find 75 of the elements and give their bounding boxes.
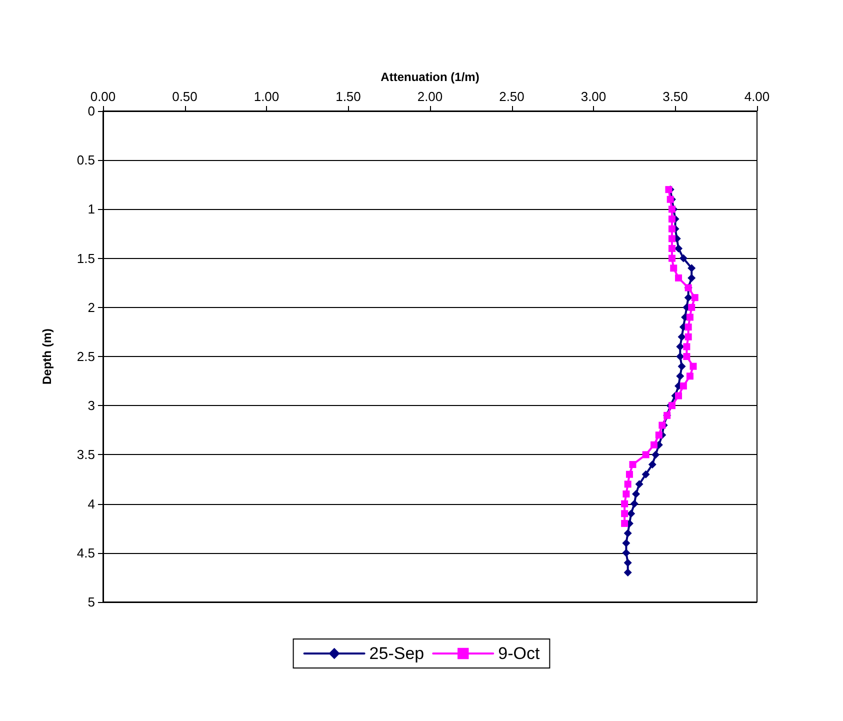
x-tick-label: 2.00 [417,89,443,104]
point [622,548,630,557]
point [630,500,638,508]
point [684,324,692,331]
point [688,264,696,272]
point [668,254,676,262]
point [650,441,658,448]
point [624,480,632,488]
point [627,510,636,518]
y-tick-label: 1.5 [76,250,95,266]
y-tick-label: 2 [88,300,95,315]
point [679,254,688,262]
point [626,470,633,478]
point [684,294,692,302]
point [621,520,628,527]
point [678,332,686,341]
point [688,274,696,282]
y-tick-label: 3.5 [76,447,95,462]
point [684,333,692,340]
legend-label: 25-Sep [369,644,424,663]
point [675,274,682,282]
x-axis-title: Attenuation (1/m) [380,70,480,84]
point [691,294,698,302]
x-tick-label: 1.50 [336,89,361,104]
y-tick-label: 1 [88,202,95,217]
point [622,490,630,498]
point [635,480,644,488]
point [668,235,676,242]
legend-label: 9-Oct [498,644,540,663]
point [674,244,683,252]
y-tick-label: 5 [88,594,95,610]
y-tick-label: 4.5 [76,545,95,560]
y-tick-label: 0 [88,104,95,118]
y-tick-label: 2.5 [76,349,95,364]
point [676,342,684,351]
point [668,206,676,213]
x-tick-label: 0.50 [172,89,198,104]
point [678,362,686,370]
y-axis-title: Depth (m) [40,328,54,384]
point [632,490,640,498]
point [621,500,628,508]
point [624,568,632,577]
point [688,304,696,311]
point [686,314,694,321]
y-tick-label: 0.5 [76,152,95,168]
point [676,352,684,360]
point [683,343,690,350]
point [642,451,650,458]
point [680,382,687,390]
point [655,432,662,439]
y-tick-label: 4 [88,496,95,512]
x-tick-label: 0.00 [90,89,116,104]
point [642,470,650,478]
point [670,264,678,272]
point [622,539,630,548]
point [686,372,694,380]
x-tick-label: 3.00 [580,89,606,104]
x-tick-label: 4.00 [744,89,770,104]
x-tick-label: 3.50 [662,89,688,104]
point [648,460,656,469]
point [668,244,676,252]
x-tick-label: 1.00 [254,89,280,104]
point [652,450,660,459]
point [683,353,690,360]
y-tick-label: 3 [88,398,95,414]
point [668,216,676,223]
point [690,362,697,370]
x-tick-label: 2.50 [499,89,524,104]
point [675,392,682,400]
point [624,558,632,567]
point [624,529,632,538]
point [676,372,684,380]
point [629,461,636,468]
point [668,225,676,232]
point [621,510,628,518]
